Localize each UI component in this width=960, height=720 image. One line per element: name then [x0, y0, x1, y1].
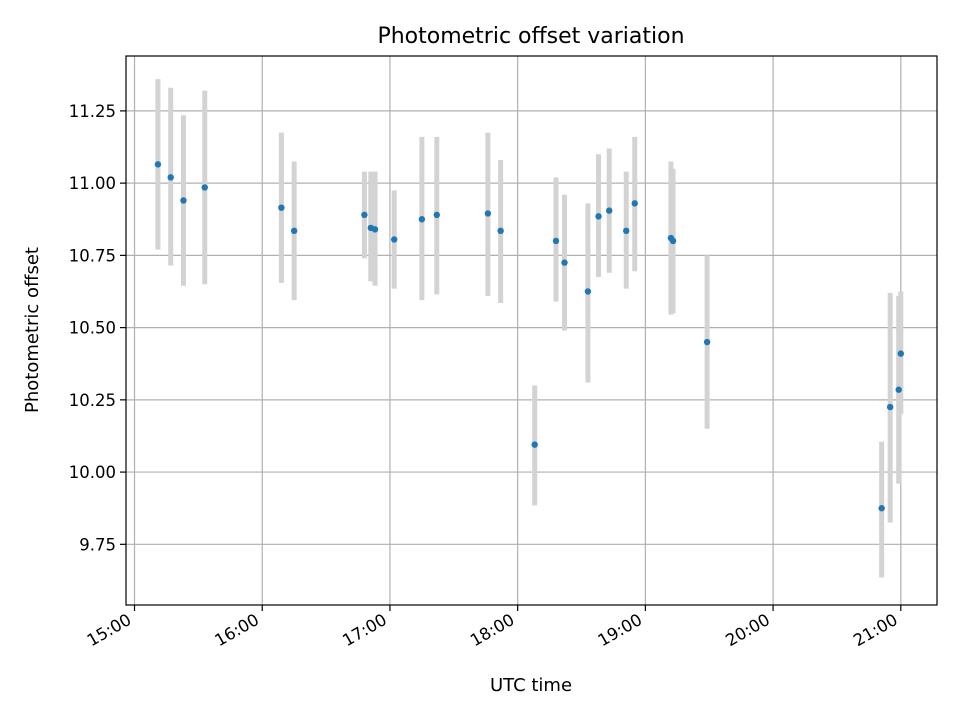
x-axis-label: UTC time — [490, 675, 572, 696]
y-tick-label: 9.75 — [79, 535, 116, 554]
y-tick-label: 10.00 — [69, 463, 116, 482]
chart-title: Photometric offset variation — [377, 24, 684, 49]
data-points — [154, 161, 905, 512]
plot-frame — [125, 55, 938, 606]
data-point — [552, 237, 560, 245]
data-point — [371, 226, 379, 233]
data-point — [433, 211, 440, 219]
data-point — [669, 237, 677, 245]
y-tick-label: 10.25 — [69, 391, 116, 410]
y-axis-ticks: 9.75 10.00 10.25 10.50 10.75 11.00 11.25 — [69, 102, 126, 554]
data-point — [180, 197, 187, 204]
data-point — [278, 204, 285, 211]
y-tick-label: 10.75 — [69, 246, 116, 265]
data-point — [201, 184, 208, 191]
data-point — [154, 161, 162, 168]
data-point — [167, 174, 174, 181]
data-point — [484, 210, 492, 217]
data-point — [418, 216, 426, 223]
y-tick-label: 10.50 — [69, 319, 116, 338]
y-tick-label: 11.25 — [69, 102, 116, 121]
data-point — [561, 259, 568, 266]
grid — [126, 56, 937, 605]
data-point — [886, 403, 894, 411]
data-point — [605, 207, 613, 214]
data-point — [897, 350, 905, 357]
data-point — [623, 227, 630, 235]
data-point — [531, 441, 538, 448]
data-point — [584, 288, 592, 295]
y-axis-label: Photometric offset — [22, 247, 43, 413]
y-tick-label: 11.00 — [69, 174, 116, 193]
data-point — [703, 338, 711, 346]
data-point — [290, 227, 298, 235]
data-point — [595, 213, 602, 220]
data-point — [878, 505, 885, 512]
data-point — [391, 236, 398, 243]
data-point — [895, 386, 902, 393]
data-point — [631, 200, 638, 207]
data-point — [361, 211, 368, 219]
data-point — [497, 227, 504, 235]
